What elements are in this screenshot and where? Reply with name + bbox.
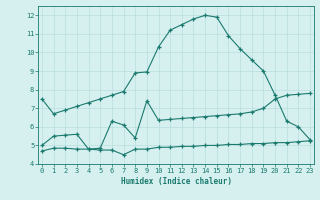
X-axis label: Humidex (Indice chaleur): Humidex (Indice chaleur) [121, 177, 231, 186]
